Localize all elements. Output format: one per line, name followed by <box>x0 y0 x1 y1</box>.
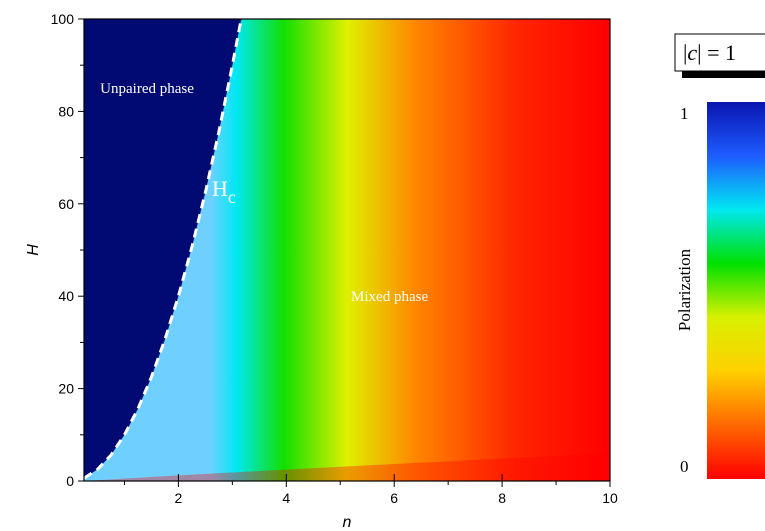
y-tick-label: 40 <box>58 288 74 304</box>
legend-box-var: c <box>687 40 697 65</box>
y-tick-label: 100 <box>51 11 75 27</box>
y-tick-label: 0 <box>66 473 74 489</box>
y-tick-label: 60 <box>58 196 74 212</box>
critical-field-line <box>83 22 242 480</box>
x-tick-label: 6 <box>390 490 398 506</box>
colorbar-title: Polarization <box>675 248 694 331</box>
plot-area: 2 4 6 8 10 0 20 40 60 80 100 Unpaired phase Mixed … <box>51 11 618 506</box>
colorbar-min-label: 0 <box>680 457 689 476</box>
x-tick-label: 8 <box>498 490 506 506</box>
x-tick-label: 10 <box>602 490 618 506</box>
x-tick-label: 2 <box>175 490 183 506</box>
unpaired-phase-region <box>84 19 242 479</box>
y-tick-label: 80 <box>58 103 74 119</box>
critical-field-label-sub: c <box>228 187 236 207</box>
legend-box-prefix: | <box>683 40 687 65</box>
x-tick-label: 4 <box>282 490 290 506</box>
legend-box: |c| = 1 <box>674 33 765 78</box>
colorbar-fill <box>707 102 765 479</box>
x-axis-ticks: 2 4 6 8 10 <box>123 474 618 506</box>
legend-box-suffix: | = 1 <box>697 40 736 65</box>
colorbar-max-label: 1 <box>680 104 689 123</box>
legend-box-frame <box>674 33 765 72</box>
y-axis-title: H <box>25 244 42 256</box>
annotations: Unpaired phase Mixed phase <box>100 81 428 305</box>
phase-annotation: Unpaired phase <box>100 81 194 97</box>
x-axis-title: n <box>343 514 352 531</box>
bottom-red-band <box>84 453 610 481</box>
phase-annotation: Mixed phase <box>351 289 428 305</box>
y-axis-ticks: 0 20 40 60 80 100 <box>51 11 84 489</box>
y-tick-label: 20 <box>58 381 74 397</box>
colorbar: Polarization 1 0 <box>675 102 765 479</box>
legend-box-text: |c| = 1 <box>683 40 736 65</box>
critical-field-label-base: H <box>212 176 228 201</box>
heatmap-field <box>84 19 610 481</box>
critical-field-label: Hc <box>212 176 236 207</box>
